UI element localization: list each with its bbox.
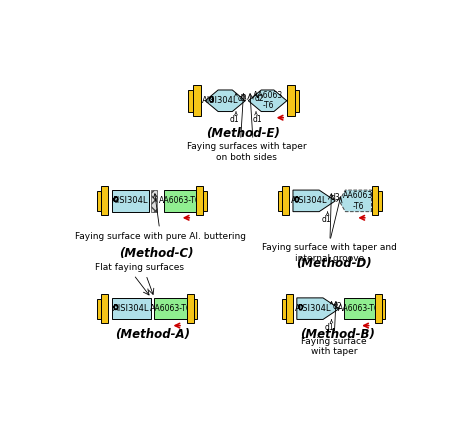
Bar	[101, 186, 108, 215]
Text: d1: d1	[253, 115, 263, 124]
Text: d3: d3	[331, 193, 340, 202]
Polygon shape	[205, 90, 245, 112]
Polygon shape	[297, 298, 339, 320]
Bar	[282, 299, 286, 319]
Text: d1: d1	[325, 323, 335, 332]
Text: Faying surface with pure Al. buttering: Faying surface with pure Al. buttering	[75, 194, 246, 241]
Bar	[187, 294, 194, 323]
Text: d1: d1	[321, 215, 331, 224]
Bar	[101, 294, 108, 323]
Bar	[372, 186, 378, 215]
Text: (Method-B): (Method-B)	[300, 328, 375, 341]
Text: d2: d2	[237, 94, 247, 103]
Text: AISI304L: AISI304L	[112, 196, 149, 205]
Bar	[193, 85, 201, 116]
Text: Faying surfaces with taper
on both sides: Faying surfaces with taper on both sides	[187, 142, 307, 162]
Text: (Method-C): (Method-C)	[119, 248, 194, 260]
Bar	[164, 190, 196, 211]
Bar	[374, 294, 382, 323]
Polygon shape	[293, 190, 335, 211]
Bar	[112, 298, 151, 320]
Bar	[344, 298, 374, 320]
Bar	[97, 299, 101, 319]
Bar	[155, 298, 187, 320]
Bar	[287, 85, 294, 116]
Bar	[112, 190, 149, 211]
Text: AA6063
-T6: AA6063 -T6	[343, 191, 374, 211]
Text: d2: d2	[255, 94, 264, 103]
Text: Faying surface with taper and
internal groove: Faying surface with taper and internal g…	[263, 243, 397, 263]
Text: (Method-D): (Method-D)	[296, 257, 372, 271]
Text: AA6063-T6: AA6063-T6	[150, 304, 191, 313]
Text: d2: d2	[333, 302, 343, 311]
Text: d1: d1	[229, 115, 239, 124]
Bar	[194, 299, 198, 319]
Bar	[196, 186, 203, 215]
Bar	[378, 191, 383, 211]
Polygon shape	[339, 190, 372, 211]
Text: AISI304L: AISI304L	[291, 196, 328, 205]
Text: (Method-A): (Method-A)	[115, 328, 191, 341]
Bar	[203, 191, 207, 211]
Bar	[188, 90, 193, 112]
Bar	[278, 191, 282, 211]
Bar	[382, 299, 385, 319]
Text: AA6063-T6: AA6063-T6	[338, 304, 380, 313]
Text: Flat faying surfaces: Flat faying surfaces	[95, 263, 184, 272]
Polygon shape	[248, 90, 287, 112]
Text: AISI304L: AISI304L	[202, 96, 239, 105]
Text: AA6063
-T6: AA6063 -T6	[253, 91, 283, 110]
Bar	[97, 191, 101, 211]
Text: Faying surface
with taper: Faying surface with taper	[301, 302, 366, 356]
Text: AA6063-T6: AA6063-T6	[159, 196, 201, 205]
Bar	[151, 190, 157, 211]
Text: (Method-E): (Method-E)	[206, 127, 280, 139]
Bar	[286, 294, 293, 323]
Text: AISI304L: AISI304L	[113, 304, 149, 313]
Bar	[282, 186, 289, 215]
Bar	[294, 90, 299, 112]
Text: AISI304L: AISI304L	[295, 304, 331, 313]
